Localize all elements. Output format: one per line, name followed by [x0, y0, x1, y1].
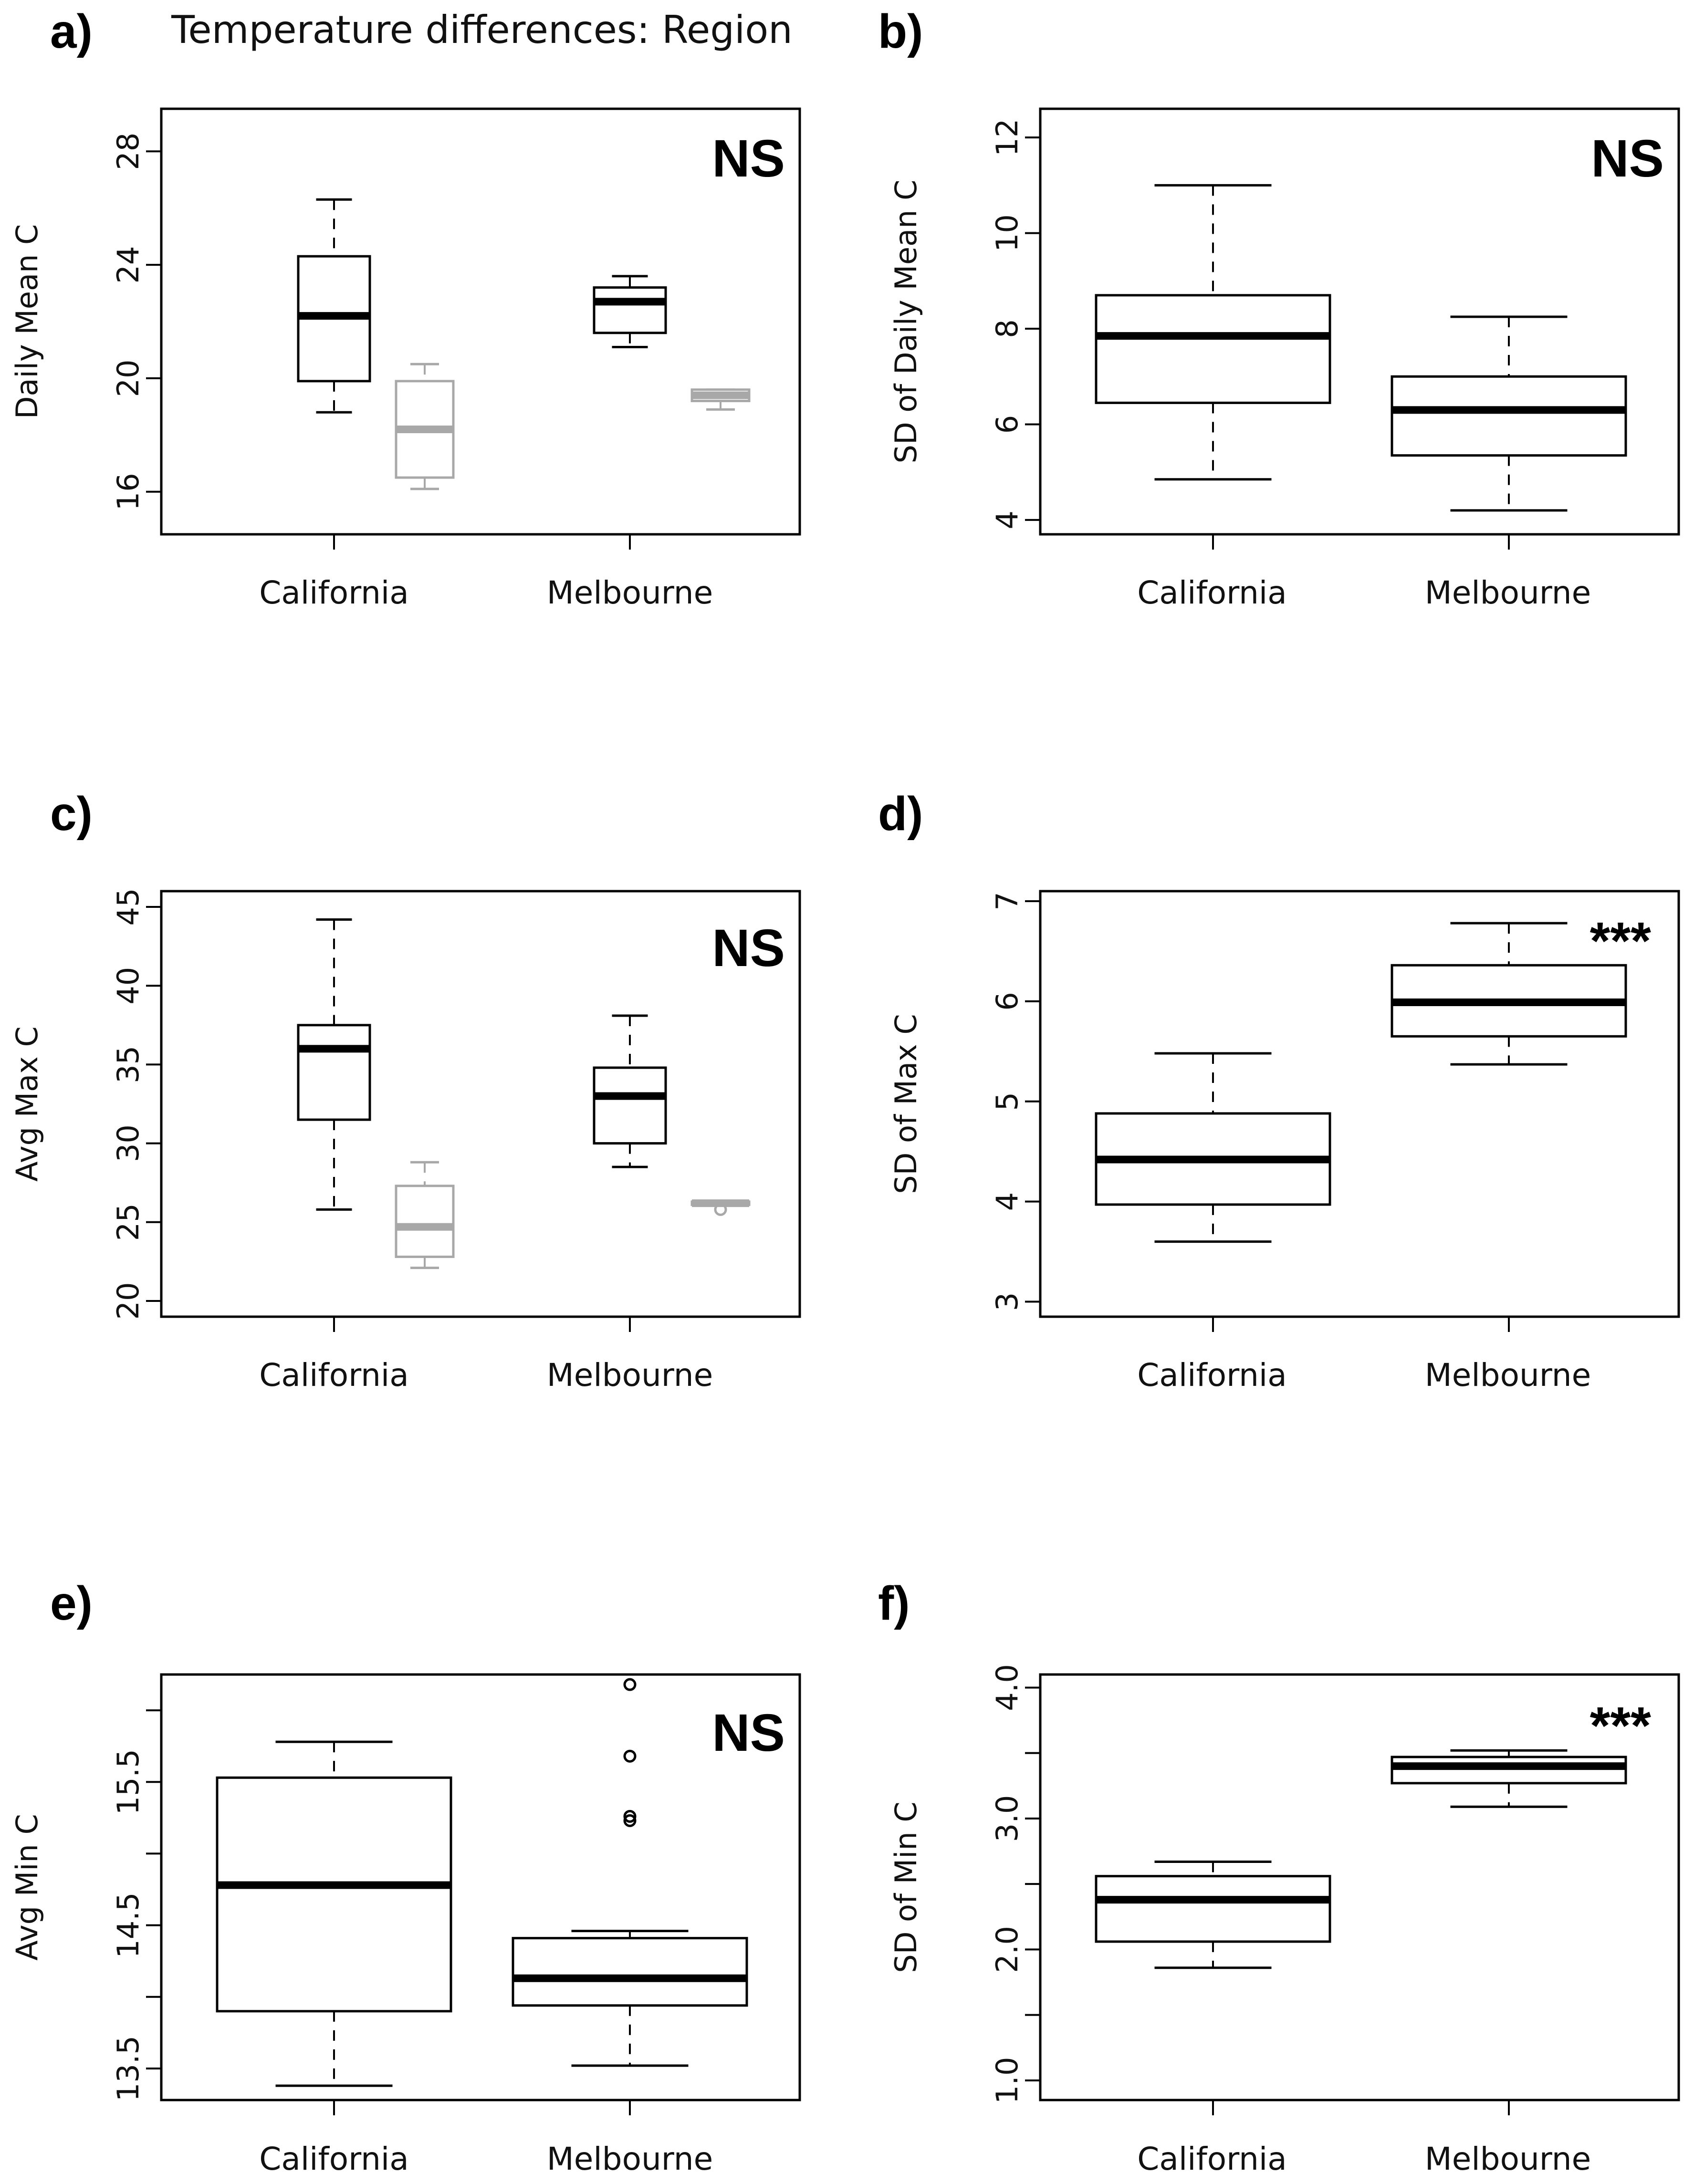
x-tick-label-california: California: [259, 574, 408, 611]
y-tick-label: 3: [990, 1292, 1025, 1311]
y-axis-label: SD of Daily Mean C: [889, 180, 923, 464]
x-tick-label-melbourne: Melbourne: [1425, 1357, 1591, 1394]
y-axis-label: Avg Min C: [10, 1814, 44, 1961]
y-tick-label: 4: [990, 1192, 1025, 1211]
panel-label: a): [50, 5, 93, 58]
x-tick-label-california: California: [1137, 2141, 1286, 2177]
box-melbourne-primary-body: [1391, 375, 1627, 457]
plot-frame: [1039, 107, 1680, 536]
y-tick-label: 4: [990, 510, 1025, 529]
x-tick-label-california: California: [1137, 574, 1286, 611]
y-tick-label: 13.5: [111, 2036, 146, 2101]
panel-d: d) SD of Max C California Melbourne *** …: [878, 787, 1680, 1394]
box-melbourne-primary-body: [512, 1937, 748, 2007]
significance-label: NS: [712, 129, 785, 188]
y-tick-label: 35: [111, 1046, 146, 1083]
y-tick-label: 12: [990, 119, 1025, 156]
x-tick-label-california: California: [259, 1357, 408, 1394]
y-tick-label: 15.5: [111, 1749, 146, 1815]
box-melbourne-primary-outlier: [623, 1678, 637, 1691]
box-melbourne-primary-body: [593, 286, 667, 334]
box-california-primary-body: [297, 1024, 371, 1121]
y-tick-label: 20: [111, 1282, 146, 1320]
y-axis-label: Daily Mean C: [10, 224, 44, 419]
x-tick-label-melbourne: Melbourne: [547, 574, 713, 611]
plot-frame: [160, 107, 801, 536]
box-melbourne-primary-body: [1391, 1756, 1627, 1785]
plot-frame: [1039, 890, 1680, 1318]
y-axis-label: Avg Max C: [10, 1026, 44, 1182]
panel-f: f) SD of Min C California Melbourne *** …: [878, 1577, 1680, 2177]
box-melbourne-primary-outlier: [623, 1749, 637, 1763]
x-tick-label-california: California: [1137, 1357, 1286, 1394]
significance-label: ***: [1590, 912, 1652, 970]
plot-frame: [160, 1673, 801, 2101]
y-tick-label: 10: [990, 214, 1025, 252]
plot-frame: [160, 890, 801, 1318]
y-tick-label: 7: [990, 892, 1025, 910]
panel-c: c) Avg Max C California Melbourne NS 20 2…: [10, 787, 801, 1394]
significance-label: NS: [712, 1704, 785, 1762]
y-tick-label: 2.0: [990, 1926, 1025, 1973]
panel-label: e): [50, 1577, 93, 1630]
significance-label: NS: [1591, 129, 1664, 188]
y-tick-label: 14.5: [111, 1893, 146, 1958]
box-melbourne-secondary-outlier: [714, 1203, 727, 1216]
figure-title: Temperature differences: Region: [171, 8, 793, 52]
panel-label: b): [878, 5, 923, 58]
y-axis-label: SD of Min C: [889, 1801, 923, 1973]
panel-b: b) SD of Daily Mean C California Melbour…: [878, 5, 1680, 611]
y-tick-label: 8: [990, 319, 1025, 338]
y-tick-label: 5: [990, 1092, 1025, 1111]
x-tick-label-melbourne: Melbourne: [547, 2141, 713, 2177]
y-tick-label: 20: [111, 359, 146, 397]
y-tick-label: 45: [111, 888, 146, 926]
box-california-primary-body: [1095, 294, 1331, 404]
y-tick-label: 3.0: [990, 1795, 1025, 1842]
significance-label: NS: [712, 919, 785, 978]
y-tick-label: 28: [111, 133, 146, 170]
box-melbourne-primary-outlier: [623, 1814, 637, 1827]
y-tick-label: 6: [990, 415, 1025, 434]
y-tick-label: 4.0: [990, 1664, 1025, 1711]
y-tick-label: 30: [111, 1124, 146, 1162]
y-tick-label: 16: [111, 473, 146, 510]
significance-label: ***: [1590, 1696, 1652, 1755]
box-california-secondary-body: [395, 1185, 455, 1258]
x-tick-label-california: California: [259, 2141, 408, 2177]
box-california-primary-body: [216, 1776, 452, 2013]
panel-e: e) Avg Min C California Melbourne NS 13.…: [10, 1577, 801, 2177]
y-tick-label: 1.0: [990, 2057, 1025, 2104]
y-tick-label: 25: [111, 1203, 146, 1241]
y-axis-label: SD of Max C: [889, 1014, 923, 1194]
panel-label: f): [878, 1577, 910, 1630]
panel-label: d): [878, 787, 923, 841]
panel-a: a) Daily Mean C California Melbourne NS …: [10, 5, 801, 611]
panel-label: c): [50, 787, 93, 841]
box-melbourne-primary-outlier: [623, 1810, 637, 1823]
x-tick-label-melbourne: Melbourne: [1425, 2141, 1591, 2177]
y-tick-label: 24: [111, 246, 146, 284]
box-california-primary-body: [1095, 1875, 1331, 1943]
y-tick-label: 40: [111, 967, 146, 1005]
y-tick-label: 6: [990, 992, 1025, 1010]
plot-frame: [1039, 1673, 1680, 2101]
x-tick-label-melbourne: Melbourne: [1425, 574, 1591, 611]
box-melbourne-primary-body: [593, 1066, 667, 1145]
x-tick-label-melbourne: Melbourne: [547, 1357, 713, 1394]
